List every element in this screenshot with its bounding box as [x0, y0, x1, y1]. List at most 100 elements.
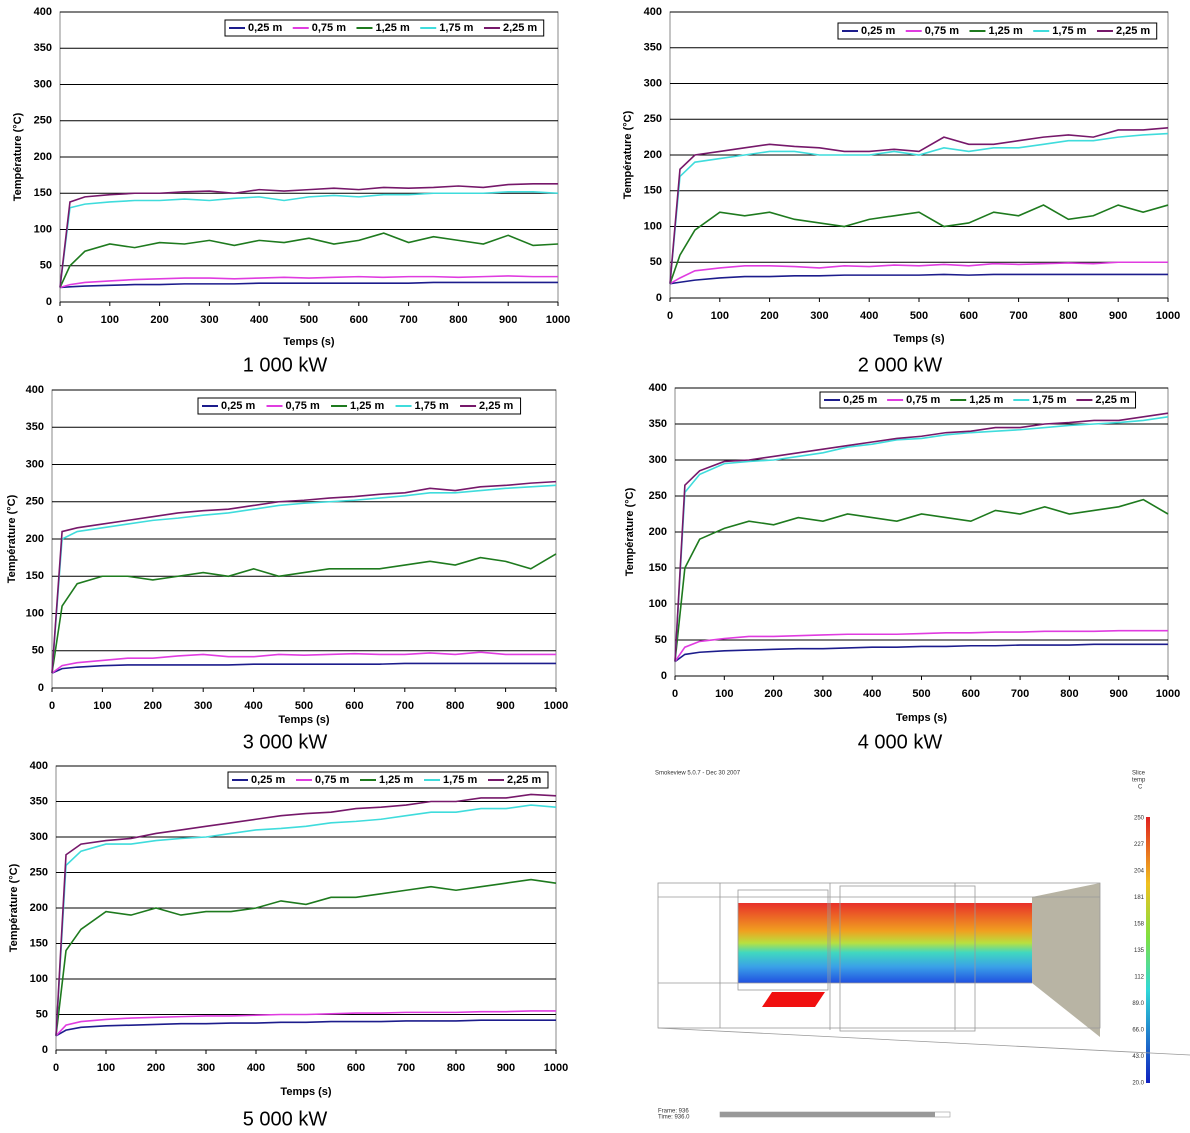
x-tick-label: 200 [760, 310, 778, 322]
y-tick-label: 100 [644, 220, 662, 232]
y-tick-label: 50 [650, 256, 662, 268]
y-tick-label: 250 [34, 115, 52, 127]
y-tick-label: 100 [30, 973, 48, 985]
x-tick-label: 200 [147, 1062, 165, 1074]
x-tick-label: 0 [672, 688, 678, 700]
legend-box [837, 22, 1158, 40]
x-tick-label: 200 [144, 700, 162, 712]
legend-label: 2,25 m [1095, 394, 1129, 406]
x-tick-label: 600 [960, 310, 978, 322]
y-axis-title: Température (°C) [12, 112, 24, 201]
y-tick-label: 0 [661, 670, 667, 682]
x-tick-label: 1000 [544, 1062, 568, 1074]
colorbar-label: 227 [1134, 842, 1145, 848]
x-tick-label: 900 [496, 700, 514, 712]
y-tick-label: 400 [34, 6, 52, 18]
legend-label: 0,75 m [286, 400, 320, 412]
temperature-slice [738, 903, 1032, 983]
legend-label: 1,75 m [1032, 394, 1066, 406]
x-tick-label: 700 [1009, 310, 1027, 322]
x-tick-label: 800 [449, 314, 467, 326]
x-tick-label: 0 [49, 700, 55, 712]
fire-source [762, 992, 825, 1007]
y-tick-label: 300 [649, 454, 667, 466]
y-tick-label: 250 [649, 490, 667, 502]
x-tick-label: 500 [295, 700, 313, 712]
colorbar-label: 181 [1134, 895, 1145, 901]
series-line [51, 553, 557, 674]
x-tick-label: 300 [200, 314, 218, 326]
x-tick-label: 1000 [1156, 688, 1180, 700]
x-tick-label: 0 [53, 1062, 59, 1074]
y-tick-label: 150 [26, 570, 44, 582]
x-tick-label: 700 [1011, 688, 1029, 700]
y-tick-label: 150 [649, 562, 667, 574]
x-tick-label: 600 [350, 314, 368, 326]
series-line [59, 281, 558, 289]
colorbar-label: 43.0 [1132, 1054, 1144, 1060]
series-line [55, 1010, 556, 1037]
x-tick-label: 400 [860, 310, 878, 322]
x-tick-label: 400 [250, 314, 268, 326]
y-tick-label: 50 [655, 634, 667, 646]
y-tick-label: 200 [26, 533, 44, 545]
x-tick-label: 100 [715, 688, 733, 700]
y-tick-label: 200 [644, 149, 662, 161]
chart: 0 50 100 150 200 250 300 350 400 0 100 200 300 400 500… [6, 384, 568, 753]
y-tick-label: 300 [644, 77, 662, 89]
x-tick-label: 900 [1110, 688, 1128, 700]
legend-label: C [1138, 785, 1143, 791]
colorbar-label: 112 [1134, 975, 1144, 981]
y-tick-label: 350 [26, 421, 44, 433]
x-tick-label: 400 [863, 688, 881, 700]
y-tick-label: 250 [30, 866, 48, 878]
legend-label: 0,25 m [221, 400, 255, 412]
x-tick-label: 600 [962, 688, 980, 700]
y-tick-label: 50 [32, 645, 44, 657]
x-tick-label: 900 [499, 314, 517, 326]
y-tick-label: 400 [26, 384, 44, 396]
y-axis-title: Température (°C) [8, 863, 20, 952]
x-tick-label: 600 [347, 1062, 365, 1074]
legend-label: 0,75 m [315, 774, 349, 786]
x-axis-title: Temps (s) [278, 714, 329, 726]
legend-label: 2,25 m [503, 22, 537, 34]
x-axis-title: Temps (s) [283, 336, 334, 348]
colorbar-label: 158 [1134, 922, 1145, 928]
y-tick-label: 100 [649, 598, 667, 610]
smokeview-title: Smokeview 5.0.7 - Dec 30 2007 [655, 771, 741, 777]
chart: 0 50 100 150 200 250 300 350 400 0 100 200 300 400 500… [8, 760, 568, 1130]
legend-label: 1,25 m [375, 22, 409, 34]
y-tick-label: 250 [644, 113, 662, 125]
series-line [55, 1019, 556, 1037]
legend-label: temp [1132, 778, 1146, 784]
x-tick-label: 400 [247, 1062, 265, 1074]
x-tick-label: 800 [447, 1062, 465, 1074]
series-line [674, 629, 1168, 663]
y-axis-title: Température (°C) [6, 494, 18, 583]
x-tick-label: 700 [397, 1062, 415, 1074]
x-tick-label: 200 [764, 688, 782, 700]
y-tick-label: 200 [649, 526, 667, 538]
chart-caption: 4 000 kW [858, 731, 943, 753]
legend-label: 2,25 m [479, 400, 513, 412]
legend-label: 2,25 m [1116, 25, 1150, 37]
y-tick-label: 350 [34, 42, 52, 54]
legend-label: 1,75 m [439, 22, 473, 34]
series-line [669, 127, 1169, 284]
x-tick-label: 900 [1109, 310, 1127, 322]
x-tick-label: 0 [57, 314, 63, 326]
series-line [59, 275, 558, 289]
legend-label: 0,25 m [843, 394, 877, 406]
chart-caption: 1 000 kW [243, 354, 328, 376]
legend-box [227, 771, 549, 789]
y-tick-label: 0 [38, 682, 44, 694]
series-line [55, 878, 557, 1036]
y-tick-label: 150 [34, 187, 52, 199]
series-line [669, 261, 1168, 285]
series-line [669, 204, 1169, 284]
colorbar-label: 204 [1134, 869, 1145, 875]
legend-label: 0,25 m [861, 25, 895, 37]
chart-caption: 5 000 kW [243, 1108, 328, 1130]
y-tick-label: 0 [42, 1044, 48, 1056]
